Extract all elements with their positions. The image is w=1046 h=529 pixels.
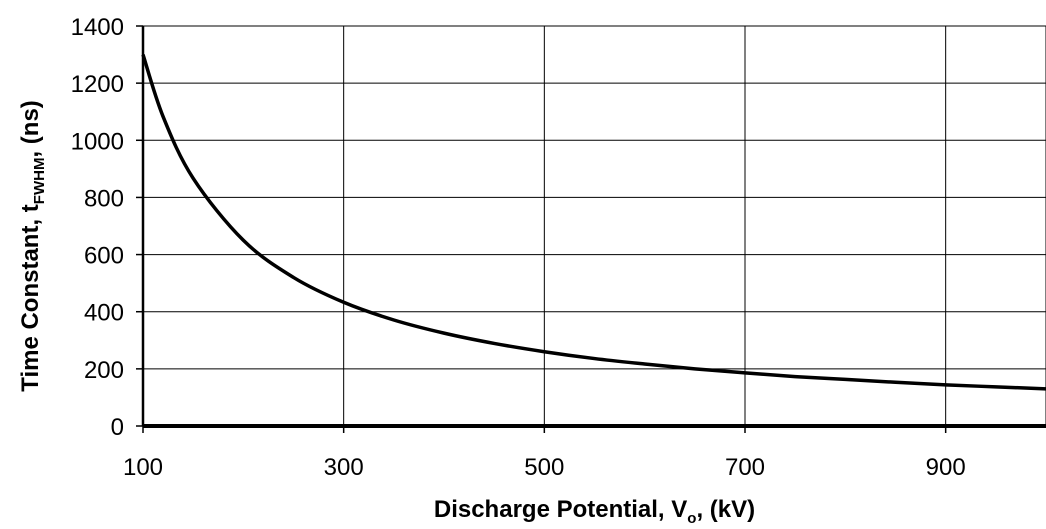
y-tick-label: 400: [84, 300, 124, 327]
axes: [136, 25, 1046, 433]
y-tick-label: 1200: [71, 71, 124, 98]
y-tick-label: 200: [84, 357, 124, 384]
x-axis-title-subscript: o: [687, 510, 696, 527]
series-line: [141, 54, 1046, 391]
y-axis-title-subscript: FWHM: [31, 158, 48, 205]
y-axis-title-main: Time Constant, t: [17, 204, 44, 392]
x-axis-title-main: Discharge Potential, V: [434, 496, 687, 523]
y-tick-label: 1400: [71, 14, 124, 41]
plot-frame: [142, 25, 1046, 427]
x-axis-title-tail: , (kV): [696, 496, 755, 523]
x-tick-label: 300: [324, 454, 364, 481]
y-tick-label: 1000: [71, 128, 124, 155]
y-tick-label: 600: [84, 243, 124, 270]
series-layer: [141, 54, 1046, 391]
y-axis-title-tail: , (ns): [17, 100, 44, 157]
x-tick-label: 900: [926, 454, 966, 481]
y-tick-label: 800: [84, 185, 124, 212]
tick-labels: 100 300 500 700 900 0 200 400 600 800 1000 1200 1400: [71, 14, 966, 481]
x-axis-title: Discharge Potential, Vo, (kV): [434, 496, 755, 527]
x-tick-label: 700: [725, 454, 765, 481]
x-tick-label: 500: [524, 454, 564, 481]
x-tick-label: 100: [123, 454, 163, 481]
grid-lines: [143, 25, 1046, 426]
y-tick-label: 0: [111, 414, 124, 441]
y-axis-title: Time Constant, tFWHM, (ns): [17, 100, 48, 392]
